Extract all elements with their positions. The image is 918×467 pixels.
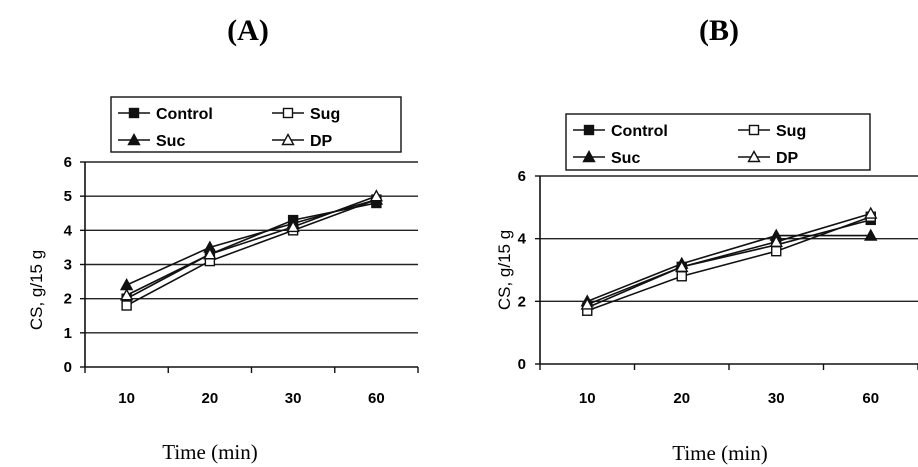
y-tick-label-a-6: 6	[64, 154, 72, 171]
data-point-a-dp-2	[286, 219, 300, 233]
x-tick-label-b-1: 20	[673, 390, 690, 407]
legend-marker-b-sug	[748, 124, 760, 136]
data-point-b-sug-1	[676, 271, 687, 282]
data-point-b-dp-3	[864, 206, 878, 219]
data-point-b-dp-1	[675, 259, 689, 273]
y-axis-label-b: CS, g/15 g	[495, 230, 514, 310]
chart-panel-b: (B) 0 2 4 6 10 20 30 60 Control Sug Suc DP Time (min)…	[495, 14, 918, 465]
y-tick-label-a-2: 2	[64, 291, 72, 308]
data-point-b-dp-0	[580, 297, 594, 310]
data-point-a-dp-1	[203, 247, 217, 260]
legend-marker-a-dp	[281, 133, 295, 146]
panel-title-b: (B)	[699, 14, 739, 47]
legend-marker-b-dp	[747, 150, 761, 163]
x-tick-label-a-0: 10	[118, 390, 135, 407]
series-line-b-suc	[586, 234, 871, 303]
legend-marker-a-sug	[282, 107, 294, 119]
legend-marker-b-control	[583, 124, 595, 136]
series-line-b-dp	[586, 212, 871, 306]
x-tick-label-a-3: 60	[368, 390, 385, 407]
legend-label-b-control: Control	[611, 123, 668, 140]
y-tick-label-b-2: 4	[518, 231, 527, 248]
legend-marker-a-suc	[127, 133, 141, 146]
y-tick-label-b-0: 0	[518, 356, 526, 373]
legend-box-a	[110, 96, 402, 153]
legend-marker-b-suc	[582, 150, 596, 163]
x-tick-label-b-0: 10	[579, 390, 596, 407]
series-line-b-sug	[586, 215, 872, 312]
legend-label-b-dp: DP	[776, 150, 799, 167]
x-axis-label-b: Time (min)	[672, 441, 767, 465]
y-tick-label-a-0: 0	[64, 359, 72, 376]
x-tick-label-a-2: 30	[285, 390, 302, 407]
legend-label-b-suc: Suc	[611, 150, 640, 167]
data-point-b-dp-2	[769, 234, 783, 248]
data-point-b-sug-2	[771, 245, 782, 257]
legend-label-a-control: Control	[156, 106, 213, 123]
x-axis-label-a: Time (min)	[162, 440, 257, 464]
series-line-b-control	[586, 219, 871, 309]
data-point-a-dp-3	[369, 189, 384, 202]
y-tick-label-a-4: 4	[64, 222, 73, 239]
y-tick-label-b-1: 2	[518, 293, 526, 310]
data-point-a-suc-0	[119, 278, 134, 291]
legend-label-a-suc: Suc	[156, 133, 185, 150]
legend-label-b-sug: Sug	[776, 123, 806, 140]
series-line-a-suc	[126, 198, 377, 286]
legend-label-a-dp: DP	[310, 133, 333, 150]
panel-title-a: (A)	[227, 14, 269, 47]
legend-box-b	[565, 113, 871, 171]
y-tick-label-a-1: 1	[64, 325, 72, 342]
data-point-b-suc-3	[864, 228, 878, 241]
x-tick-label-b-3: 60	[862, 390, 879, 407]
series-line-a-sug	[126, 198, 377, 307]
series-line-a-control	[126, 202, 377, 300]
x-tick-label-b-2: 30	[768, 390, 785, 407]
chart-panel-a: (A) 0 1 2 3 4 5 6 10 20 30 60 Control Sug Suc DP Time (m…	[27, 14, 419, 464]
y-axis-label-a: CS, g/15 g	[27, 250, 46, 330]
y-tick-label-a-3: 3	[64, 257, 72, 274]
y-tick-label-b-3: 6	[518, 168, 526, 185]
y-tick-label-a-5: 5	[64, 188, 72, 205]
legend-label-a-sug: Sug	[310, 106, 340, 123]
data-point-a-sug-0	[121, 300, 132, 311]
x-tick-label-a-1: 20	[202, 390, 219, 407]
legend-marker-a-control	[128, 107, 140, 119]
data-point-a-dp-0	[119, 288, 134, 301]
series-line-a-dp	[126, 195, 377, 296]
